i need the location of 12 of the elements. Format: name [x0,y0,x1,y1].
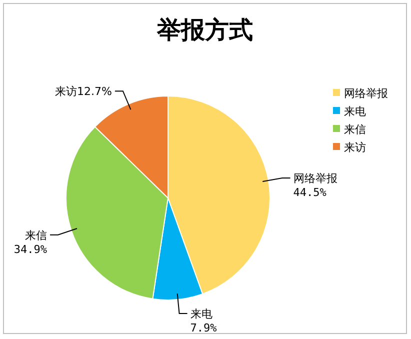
category-label: 来访12.7% [54,85,112,98]
slice-label: 来电 [190,307,212,320]
legend-label: 来电 [344,105,366,118]
chart-title: 举报方式 [156,15,253,44]
legend-label: 来信 [344,123,366,136]
slice-label: 来信 [25,228,48,242]
legend-label: 来访 [344,141,366,154]
data-label: 44.5% [293,186,327,200]
slice-label: 网络举报 [293,172,338,186]
data-label: 7.9% [190,321,218,334]
legend-label: 网络举报 [344,87,388,100]
data-label: 34.9% [14,242,48,256]
